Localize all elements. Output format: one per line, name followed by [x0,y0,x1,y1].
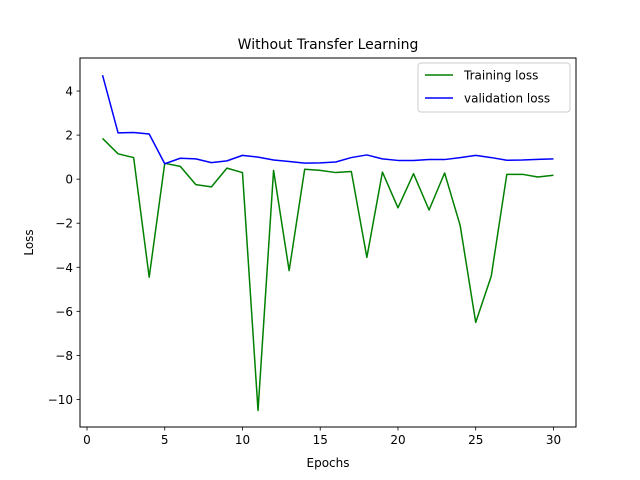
plot-area [79,57,577,428]
y-tick-label: −10 [48,393,73,407]
x-axis: 0 5 10 15 20 25 30 [83,427,561,447]
legend-label-validation-loss: validation loss [464,92,550,106]
y-tick-label: 0 [65,173,73,187]
y-tick-label: 4 [65,85,73,99]
chart-title: Without Transfer Learning [238,37,419,53]
y-tick-label: 2 [65,129,73,143]
y-tick-label: −8 [55,349,73,363]
legend-box [417,62,571,113]
x-tick-label: 25 [468,433,483,447]
axes-frame [79,57,577,428]
series-layer [101,74,554,412]
x-tick-label: 5 [161,433,169,447]
y-tick-label: −4 [55,261,73,275]
y-axis: −10 −8 −6 −4 −2 0 2 4 [48,85,80,407]
y-tick-label: −6 [55,305,73,319]
y-axis-label: Loss [22,229,36,255]
legend-label-training-loss: Training loss [463,69,538,83]
x-tick-label: 20 [390,433,405,447]
x-tick-label: 0 [83,433,91,447]
x-tick-label: 10 [235,433,250,447]
series-line-training-loss [102,137,554,412]
x-tick-label: 30 [546,433,561,447]
x-tick-label: 15 [313,433,328,447]
series-line-validation-loss [101,74,554,165]
legend: Training loss validation loss [417,62,571,113]
y-tick-label: −2 [55,217,73,231]
x-axis-label: Epochs [307,456,350,470]
